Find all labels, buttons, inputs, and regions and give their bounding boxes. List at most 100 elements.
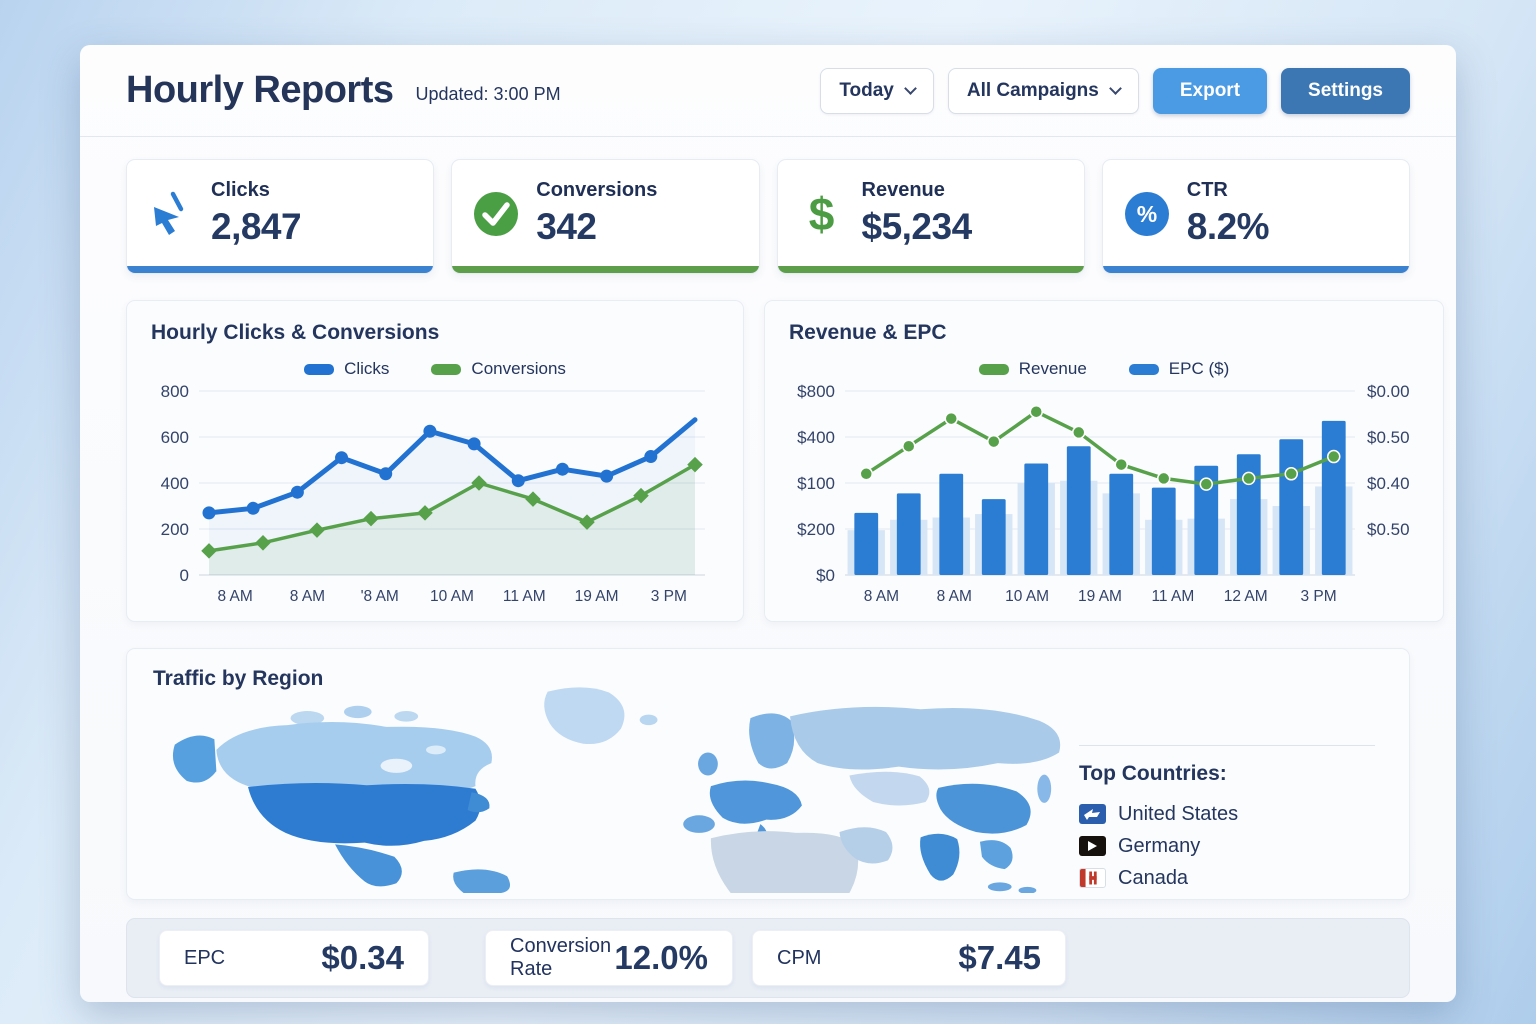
bottom-stat-value: $7.45 xyxy=(958,939,1041,976)
svg-text:$0.50: $0.50 xyxy=(1367,428,1410,447)
traffic-by-region-panel: Traffic by Region xyxy=(126,648,1410,900)
bottom-stat-value: $0.34 xyxy=(321,939,404,976)
clicks-conversions-plot: 800 600 400 200 0 8 AM 8 AM '8 AM 10 AM 11 AM 19 A… xyxy=(151,381,719,614)
stat-card-value: 342 xyxy=(536,206,597,247)
card-accent-bar xyxy=(777,266,1084,273)
legend-swatch xyxy=(978,363,1009,375)
chart-title: Revenue & EPC xyxy=(789,321,947,344)
svg-text:8 AM: 8 AM xyxy=(937,588,972,605)
svg-text:19 AM: 19 AM xyxy=(575,588,619,605)
country-name: Germany xyxy=(1118,834,1201,857)
bottom-stats-strip: EPC $0.34 Conversion Rate 12.0% CPM $7.45 xyxy=(126,918,1410,998)
legend-label: Clicks xyxy=(344,359,390,378)
legend-swatch xyxy=(431,363,462,375)
svg-text:400: 400 xyxy=(161,474,189,493)
map-title: Traffic by Region xyxy=(153,667,324,690)
stat-card-value: $5,234 xyxy=(861,206,973,247)
stat-card-label: Conversions xyxy=(536,179,658,201)
chevron-down-icon xyxy=(1108,81,1122,95)
stat-card-label: Revenue xyxy=(861,179,945,201)
svg-text:10 AM: 10 AM xyxy=(430,588,474,605)
stat-card-text: Conversions 342 xyxy=(536,179,657,248)
header: Hourly Reports Updated: 3:00 PM Today Al… xyxy=(80,45,1456,137)
percent-circle-icon: % xyxy=(1123,190,1171,238)
svg-text:19 AM: 19 AM xyxy=(1078,588,1122,605)
clicks-conversions-chart-panel: Hourly Clicks & Conversions Clicks Conver… xyxy=(126,300,744,622)
campaign-filter-value: All Campaigns xyxy=(966,79,1099,101)
stat-card-clicks: Clicks 2,847 xyxy=(126,159,435,274)
country-name: United States xyxy=(1118,802,1239,825)
stat-card-value: 2,847 xyxy=(211,206,302,247)
chart-legend: Clicks Conversions xyxy=(151,359,719,379)
stat-cards-row: Clicks 2,847 Conversions 342 $ Revenue $5,234%… xyxy=(126,159,1410,274)
svg-text:3 PM: 3 PM xyxy=(651,588,687,605)
top-countries-list: Top Countries: United States Germany Canad… xyxy=(1079,745,1375,894)
svg-text:200: 200 xyxy=(161,520,189,539)
card-accent-bar xyxy=(1102,266,1409,273)
svg-text:8 AM: 8 AM xyxy=(217,588,252,605)
stat-card-text: CTR 8.2% xyxy=(1186,179,1270,248)
stat-card-conversions: Conversions 342 xyxy=(451,159,760,274)
svg-text:'8 AM: '8 AM xyxy=(361,588,399,605)
country-item-canada: Canada xyxy=(1079,862,1375,894)
export-button[interactable]: Export xyxy=(1152,67,1268,114)
bottom-stat-value: 12.0% xyxy=(614,939,708,976)
campaign-filter-dropdown[interactable]: All Campaigns xyxy=(947,67,1139,114)
svg-text:$0: $0 xyxy=(816,566,835,585)
charts-row: Hourly Clicks & Conversions Clicks Conver… xyxy=(126,300,1444,622)
svg-text:600: 600 xyxy=(161,428,189,447)
world-map-image xyxy=(157,681,1067,894)
legend-swatch xyxy=(1128,363,1159,375)
svg-text:11 AM: 11 AM xyxy=(503,588,546,605)
svg-text:$200: $200 xyxy=(797,520,835,539)
combo-chart-svg: $800 $0.00 $400 $0.50 $100 $0.40 $200 $0.50 $0 8 … xyxy=(797,382,1410,605)
bottom-stat-epc: EPC $0.34 xyxy=(159,930,429,986)
svg-text:$0.00: $0.00 xyxy=(1367,382,1410,401)
page-title: Hourly Reports xyxy=(126,69,394,111)
date-range-dropdown[interactable]: Today xyxy=(820,67,934,114)
svg-text:$0.40: $0.40 xyxy=(1367,474,1410,493)
country-item-germany: Germany xyxy=(1079,830,1375,862)
chart-title: Hourly Clicks & Conversions xyxy=(151,321,440,344)
svg-text:3 PM: 3 PM xyxy=(1300,588,1336,605)
cursor-click-icon xyxy=(147,190,195,238)
legend-label: Revenue xyxy=(1018,359,1087,378)
svg-text:800: 800 xyxy=(161,382,189,401)
legend-label: EPC ($) xyxy=(1168,359,1230,378)
bottom-stat-conversion-rate: Conversion Rate 12.0% xyxy=(485,930,733,986)
settings-button[interactable]: Settings xyxy=(1281,67,1410,114)
legend-item-epc: EPC ($) xyxy=(1128,359,1230,379)
legend-label: Conversions xyxy=(471,359,566,378)
bottom-stat-label: EPC xyxy=(184,946,226,969)
card-accent-bar xyxy=(452,266,759,273)
revenue-epc-plot: $800 $0.00 $400 $0.50 $100 $0.40 $200 $0.50 $0 8 … xyxy=(789,381,1419,614)
svg-text:10 AM: 10 AM xyxy=(1005,588,1049,605)
legend-item-revenue: Revenue xyxy=(978,359,1087,379)
legend-item-conversions: Conversions xyxy=(431,359,566,379)
stat-card-revenue: $ Revenue $5,234 xyxy=(776,159,1085,274)
canada-flag-icon xyxy=(1079,868,1106,888)
header-controls: Today All Campaigns Export Settings xyxy=(820,67,1410,114)
stat-card-ctr: % CTR 8.2% xyxy=(1101,159,1410,274)
svg-text:$100: $100 xyxy=(797,474,835,493)
svg-text:$800: $800 xyxy=(797,382,835,401)
us-flag-icon xyxy=(1079,804,1106,824)
svg-text:0: 0 xyxy=(180,566,189,585)
stat-card-text: Clicks 2,847 xyxy=(211,179,302,248)
bottom-stat-label: Conversion Rate xyxy=(510,935,612,980)
chevron-down-icon xyxy=(904,81,917,95)
bottom-stat-label: CPM xyxy=(777,946,822,969)
chart-legend: Revenue EPC ($) xyxy=(789,359,1419,379)
svg-text:%: % xyxy=(1137,201,1157,227)
dollar-icon: $ xyxy=(808,187,835,240)
svg-text:12 AM: 12 AM xyxy=(1224,588,1268,605)
country-item-united-states: United States xyxy=(1079,798,1375,830)
date-range-value: Today xyxy=(839,79,894,101)
svg-text:11 AM: 11 AM xyxy=(1151,588,1194,605)
dashboard-panel: Hourly Reports Updated: 3:00 PM Today Al… xyxy=(80,45,1456,1002)
stat-card-value: 8.2% xyxy=(1186,206,1270,247)
svg-text:8 AM: 8 AM xyxy=(290,588,325,605)
updated-timestamp: Updated: 3:00 PM xyxy=(415,84,561,104)
stat-card-label: CTR xyxy=(1186,179,1228,201)
